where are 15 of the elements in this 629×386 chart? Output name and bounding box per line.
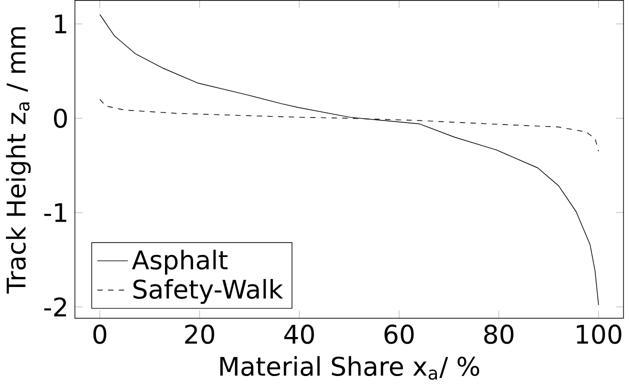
x-tick-label: 0 bbox=[93, 324, 106, 344]
x-tick-label: 80 bbox=[484, 324, 514, 344]
line-series bbox=[99, 14, 599, 306]
y-tick-label: -1 bbox=[44, 203, 66, 222]
x-tick-label: 100 bbox=[576, 324, 622, 344]
legend-label: Asphalt bbox=[132, 250, 228, 275]
x-tick-label: 60 bbox=[384, 324, 414, 344]
x-axis-title: Material Share x$_{a}$/ % bbox=[220, 356, 480, 380]
y-tick-label: 0 bbox=[54, 108, 67, 128]
x-tick-label: 40 bbox=[284, 324, 314, 344]
legend-label: Safety-Walk bbox=[133, 279, 284, 304]
y-tick-label: -2 bbox=[44, 298, 66, 317]
x-tick-label: 20 bbox=[185, 324, 214, 344]
y-axis-title: Track Height z$_{a}$ / mm bbox=[6, 27, 31, 294]
y-tick-label: 1 bbox=[55, 14, 66, 34]
